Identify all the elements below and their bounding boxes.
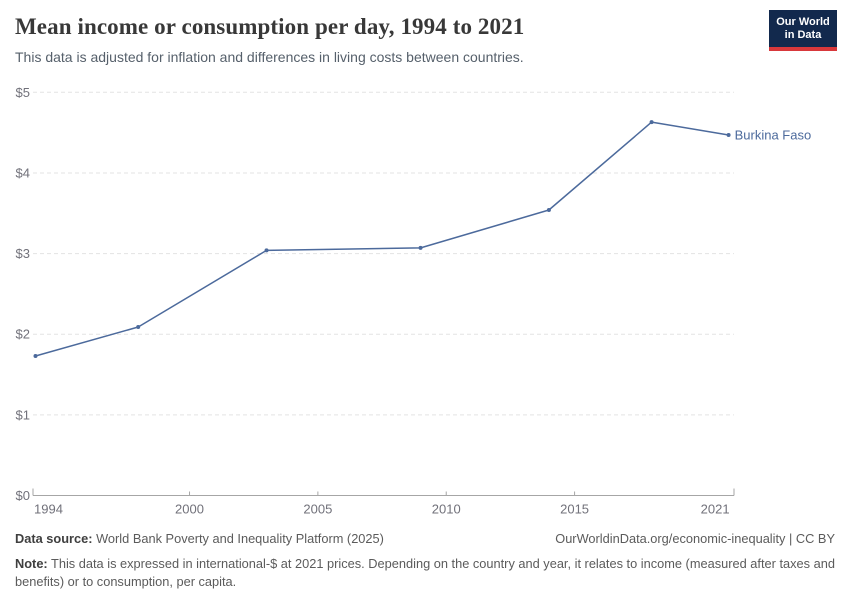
owid-link[interactable]: OurWorldinData.org/economic-inequality |… bbox=[555, 531, 835, 546]
y-axis-label: $5 bbox=[16, 85, 30, 100]
chart-footer: Data source: World Bank Poverty and Ineq… bbox=[15, 530, 835, 592]
data-source: Data source: World Bank Poverty and Ineq… bbox=[15, 531, 384, 546]
owid-logo-text: Our World in Data bbox=[776, 15, 830, 41]
x-axis-label: 2010 bbox=[432, 502, 461, 517]
y-axis-label: $2 bbox=[16, 327, 30, 342]
chart-note: Note: This data is expressed in internat… bbox=[15, 555, 835, 590]
chart-subtitle: This data is adjusted for inflation and … bbox=[15, 49, 524, 65]
line-chart: $0 $1 $2 $3 $4 $5 1994 2000 2005 2010 2015 2021 Burk… bbox=[16, 85, 812, 517]
page-title: Mean income or consumption per day, 1994… bbox=[15, 14, 525, 39]
data-point bbox=[264, 248, 269, 253]
data-point bbox=[649, 120, 654, 125]
x-axis-label: 2000 bbox=[175, 502, 204, 517]
data-point bbox=[33, 353, 38, 358]
data-point bbox=[136, 324, 141, 329]
x-axis-label: 2015 bbox=[560, 502, 589, 517]
data-point bbox=[546, 208, 551, 213]
x-axis-label: 2005 bbox=[303, 502, 332, 517]
x-axis-label: 1994 bbox=[34, 502, 63, 517]
y-axis-label: $3 bbox=[16, 246, 30, 261]
chart-header: Mean income or consumption per day, 1994… bbox=[15, 14, 755, 65]
data-point bbox=[418, 245, 423, 250]
owid-logo[interactable]: Our World in Data bbox=[769, 10, 837, 51]
x-axis-label: 2021 bbox=[701, 502, 730, 517]
y-axis-label: $4 bbox=[16, 165, 30, 180]
y-axis-label: $0 bbox=[16, 488, 30, 503]
entity-label: Burkina Faso bbox=[735, 128, 812, 143]
data-point bbox=[726, 133, 731, 138]
data-line bbox=[35, 121, 729, 357]
y-axis-label: $1 bbox=[16, 407, 30, 422]
